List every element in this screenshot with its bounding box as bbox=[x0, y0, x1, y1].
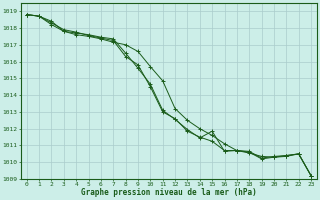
X-axis label: Graphe pression niveau de la mer (hPa): Graphe pression niveau de la mer (hPa) bbox=[81, 188, 257, 197]
